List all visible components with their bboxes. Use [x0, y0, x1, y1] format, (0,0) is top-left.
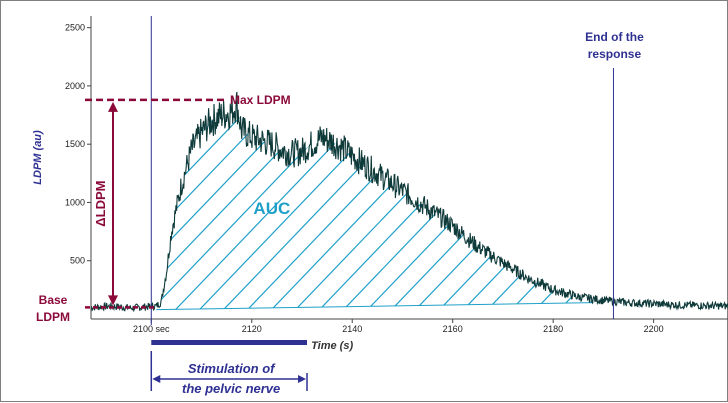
- delta-arrow-head-bottom: [108, 295, 118, 306]
- y-tick-label: 500: [70, 256, 85, 266]
- y-axis-title: LDPM (au): [32, 130, 44, 185]
- x-tick-label: 2120: [242, 324, 262, 334]
- y-tick-label: 1500: [65, 139, 85, 149]
- y-tick-label: 1000: [65, 197, 85, 207]
- auc-hatch-line: [492, 103, 594, 310]
- stimulation-label-2: the pelvic nerve: [182, 381, 280, 396]
- auc-hatch-line: [1, 89, 3, 329]
- end-of-response-label-2: response: [588, 47, 642, 61]
- y-ticks: 500 1000 1500 2000 2500: [65, 23, 91, 266]
- auc-hatch-line: [156, 103, 220, 310]
- auc-hatch-region: [1, 89, 728, 329]
- x-tick-label: 2200: [644, 324, 664, 334]
- stimulation-bar: [151, 340, 308, 345]
- delta-arrow-head-top: [108, 101, 118, 112]
- base-ldpm-label-2: LDPM: [36, 310, 70, 324]
- stimulation-label: Stimulation of: [188, 361, 276, 376]
- end-of-response-label: End of the: [585, 30, 644, 44]
- x-tick-label: 2180: [543, 324, 563, 334]
- auc-label: AUC: [253, 199, 290, 218]
- stim-arrow-head-right: [298, 375, 307, 383]
- ldpm-trace: [90, 91, 728, 313]
- auc-hatch-line: [276, 103, 508, 310]
- auc-hatch-line: [420, 103, 594, 310]
- auc-hatch-line: [516, 103, 594, 310]
- auc-hatch-line: [685, 89, 728, 329]
- y-tick-label: 2000: [65, 81, 85, 91]
- auc-hatch-line: [661, 89, 728, 329]
- y-tick-label: 2500: [65, 23, 85, 33]
- auc-hatch-line: [156, 103, 268, 310]
- max-ldpm-label: Max LDPM: [230, 93, 291, 107]
- x-ticks: 2100 sec 2120 2140 2160 2180 2200: [133, 319, 664, 334]
- auc-hatch-line: [300, 103, 532, 310]
- auc-hatch-line: [613, 89, 728, 329]
- base-ldpm-label: Base: [39, 293, 68, 307]
- stim-arrow-head-left: [152, 375, 161, 383]
- x-tick-label: 2160: [443, 324, 463, 334]
- auc-hatch-line: [588, 103, 594, 310]
- auc-baseline: [156, 302, 594, 311]
- auc-hatch-line: [156, 103, 172, 310]
- delta-ldpm-label: ΔLDPM: [93, 181, 108, 227]
- auc-hatch-line: [156, 103, 364, 310]
- auc-hatch-line: [637, 89, 728, 329]
- auc-hatch-line: [156, 103, 340, 310]
- x-axis-title: Time (s): [311, 340, 353, 352]
- auc-hatch-line: [348, 103, 580, 310]
- auc-hatch-line: [468, 103, 594, 310]
- x-tick-label: 2100 sec: [133, 324, 170, 334]
- auc-hatch-line: [1, 89, 147, 329]
- x-tick-label: 2140: [342, 324, 362, 334]
- auc-hatch-line: [564, 103, 594, 310]
- auc-hatch-line: [1, 89, 27, 329]
